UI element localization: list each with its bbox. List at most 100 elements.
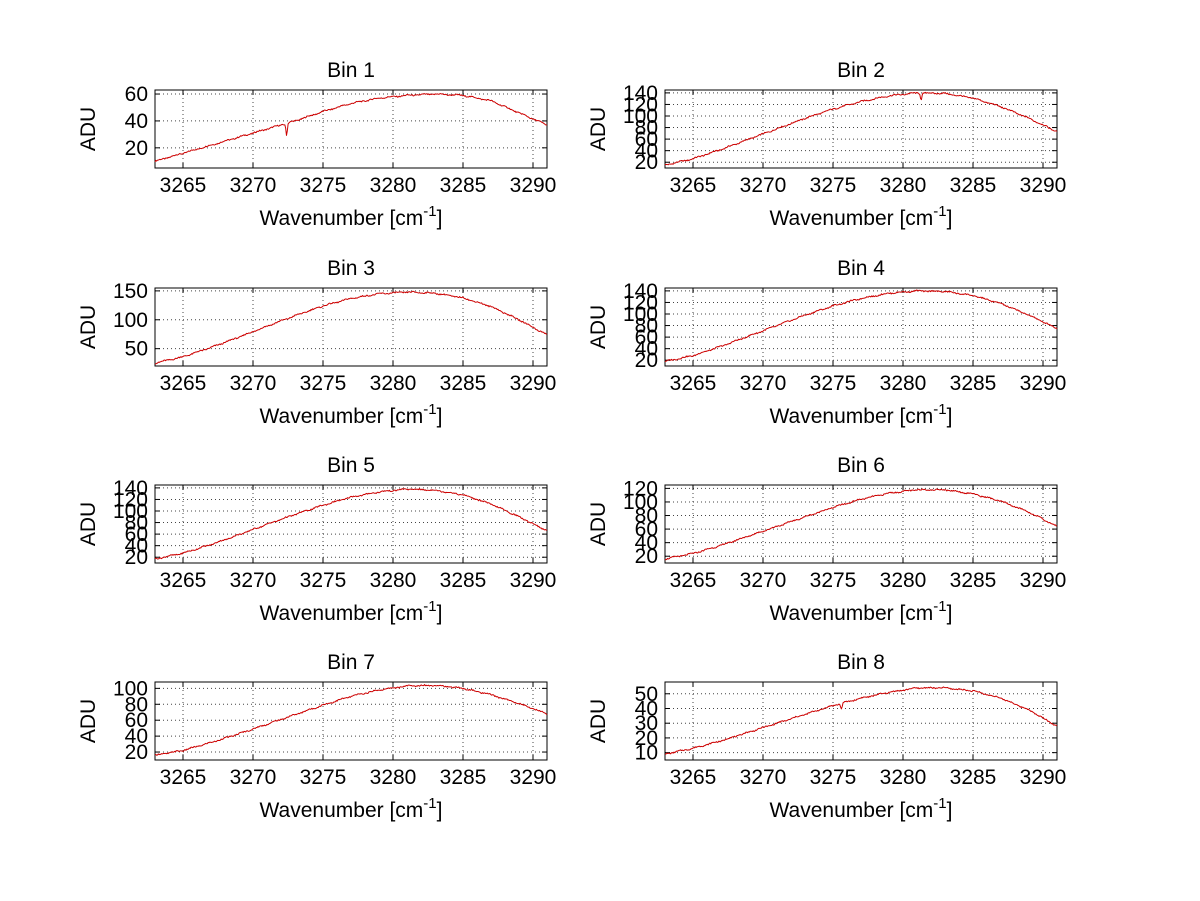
x-tick-label: 3275 (810, 569, 857, 592)
y-tick-label: 120 (623, 477, 658, 500)
y-tick-label: 140 (113, 477, 148, 500)
y-tick-label: 100 (623, 105, 658, 128)
y-tick-label: 80 (125, 512, 148, 535)
y-tick-label: 80 (635, 315, 658, 338)
subplot-7: 3265 3270 3275 3280 3285 3290 20 40 60 80 100 Bin 7… (0, 637, 600, 834)
y-tick-label: 40 (635, 140, 658, 163)
y-tick-label: 140 (623, 280, 658, 303)
x-tick-label: 3280 (880, 372, 927, 395)
y-tick-label: 150 (113, 280, 148, 303)
x-tick-label: 3290 (510, 174, 557, 197)
y-tick-label: 40 (635, 338, 658, 361)
y-tick-label: 140 (623, 82, 658, 105)
y-tick-label: 40 (635, 532, 658, 555)
x-tick-label: 3270 (230, 174, 277, 197)
x-axis-label: Wavenumber [cm-1] (770, 203, 953, 230)
x-axis-label: Wavenumber [cm-1] (260, 795, 443, 822)
x-tick-label: 3280 (880, 569, 927, 592)
y-tick-label: 20 (125, 546, 148, 569)
y-tick-label: 80 (125, 693, 148, 716)
plot-title: Bin 4 (837, 257, 885, 280)
x-tick-label: 3285 (440, 372, 487, 395)
subplot-6: 3265 3270 3275 3280 3285 3290 20 40 60 80 100 120 Bi… (510, 440, 1110, 637)
x-tick-label: 3265 (160, 372, 207, 395)
subplot-4: 3265 3270 3275 3280 3285 3290 20 40 60 80 100 120 14… (510, 243, 1110, 440)
x-tick-label: 3265 (160, 174, 207, 197)
x-tick-label: 3280 (370, 372, 417, 395)
y-tick-label: 40 (635, 697, 658, 720)
y-tick-label: 60 (635, 518, 658, 541)
y-tick-label: 20 (125, 741, 148, 764)
spectrum-line (664, 289, 1058, 363)
x-tick-label: 3290 (1020, 569, 1067, 592)
subplot-svg: 3265 3270 3275 3280 3285 3290 20 40 60 Bin 1 ADU Wa… (77, 59, 557, 230)
x-tick-label: 3265 (670, 174, 717, 197)
x-tick-label: 3265 (160, 569, 207, 592)
x-tick-label: 3270 (740, 372, 787, 395)
x-tick-label: 3275 (300, 174, 347, 197)
y-tick-label: 50 (125, 338, 148, 361)
x-axis-label: Wavenumber [cm-1] (770, 598, 953, 625)
x-tick-label: 3290 (1020, 766, 1067, 789)
x-tick-label: 3275 (810, 372, 857, 395)
y-tick-label: 40 (125, 535, 148, 558)
y-axis-label: ADU (587, 107, 610, 151)
spectrum-line (664, 91, 1058, 166)
x-tick-label: 3280 (370, 766, 417, 789)
subplot-2: 3265 3270 3275 3280 3285 3290 20 40 60 80 100 120 14… (510, 45, 1110, 242)
y-tick-label: 40 (125, 110, 148, 133)
y-tick-label: 100 (113, 677, 148, 700)
y-tick-label: 100 (113, 309, 148, 332)
x-tick-label: 3275 (300, 372, 347, 395)
x-axis-label: Wavenumber [cm-1] (260, 401, 443, 428)
plot-title: Bin 1 (327, 59, 375, 82)
x-axis-label: Wavenumber [cm-1] (260, 203, 443, 230)
x-axis-label: Wavenumber [cm-1] (770, 795, 953, 822)
x-tick-label: 3275 (300, 569, 347, 592)
x-tick-label: 3290 (510, 766, 557, 789)
x-tick-label: 3285 (440, 174, 487, 197)
y-tick-label: 10 (635, 742, 658, 765)
x-tick-label: 3275 (810, 174, 857, 197)
x-axis-label: Wavenumber [cm-1] (770, 401, 953, 428)
y-tick-label: 60 (125, 709, 148, 732)
y-tick-label: 120 (113, 488, 148, 511)
x-tick-label: 3270 (740, 569, 787, 592)
x-tick-label: 3280 (880, 766, 927, 789)
x-tick-label: 3270 (230, 766, 277, 789)
y-tick-label: 30 (635, 712, 658, 735)
axes-box (664, 484, 1058, 564)
subplot-svg: 3265 3270 3275 3280 3285 3290 2040608010012014… (587, 59, 1066, 230)
y-tick-label: 50 (635, 683, 658, 706)
x-tick-label: 3285 (440, 766, 487, 789)
x-tick-label: 3285 (950, 569, 997, 592)
y-tick-label: 120 (623, 93, 658, 116)
x-tick-label: 3285 (950, 174, 997, 197)
x-tick-label: 3265 (670, 569, 717, 592)
y-axis-label: ADU (587, 305, 610, 349)
y-axis-label: ADU (77, 502, 100, 546)
subplot-svg: 3265 3270 3275 3280 3285 3290 2040608010012014… (587, 257, 1067, 428)
subplot-3: 3265 3270 3275 3280 3285 3290 50 100 150 Bin 3 ADU… (0, 243, 600, 440)
x-axis-label: Wavenumber [cm-1] (260, 598, 443, 625)
x-tick-label: 3290 (1020, 372, 1067, 395)
subplot-5: 3265 3270 3275 3280 3285 3290 20 40 60 80 100 120 14… (0, 440, 600, 637)
x-tick-label: 3285 (440, 569, 487, 592)
axes-box (154, 287, 548, 367)
y-tick-label: 20 (635, 349, 658, 372)
axes-box (664, 681, 1058, 761)
plot-title: Bin 7 (327, 651, 375, 674)
x-tick-label: 3265 (160, 766, 207, 789)
y-axis-label: ADU (587, 699, 610, 743)
x-tick-label: 3270 (740, 766, 787, 789)
axes-box (154, 681, 548, 761)
x-tick-label: 3270 (230, 372, 277, 395)
x-tick-label: 3265 (670, 372, 717, 395)
x-tick-label: 3285 (950, 766, 997, 789)
x-tick-label: 3265 (670, 766, 717, 789)
subplot-1: 3265 3270 3275 3280 3285 3290 20 40 60 Bin 1 ADU Wa… (0, 45, 600, 242)
y-tick-label: 40 (125, 725, 148, 748)
